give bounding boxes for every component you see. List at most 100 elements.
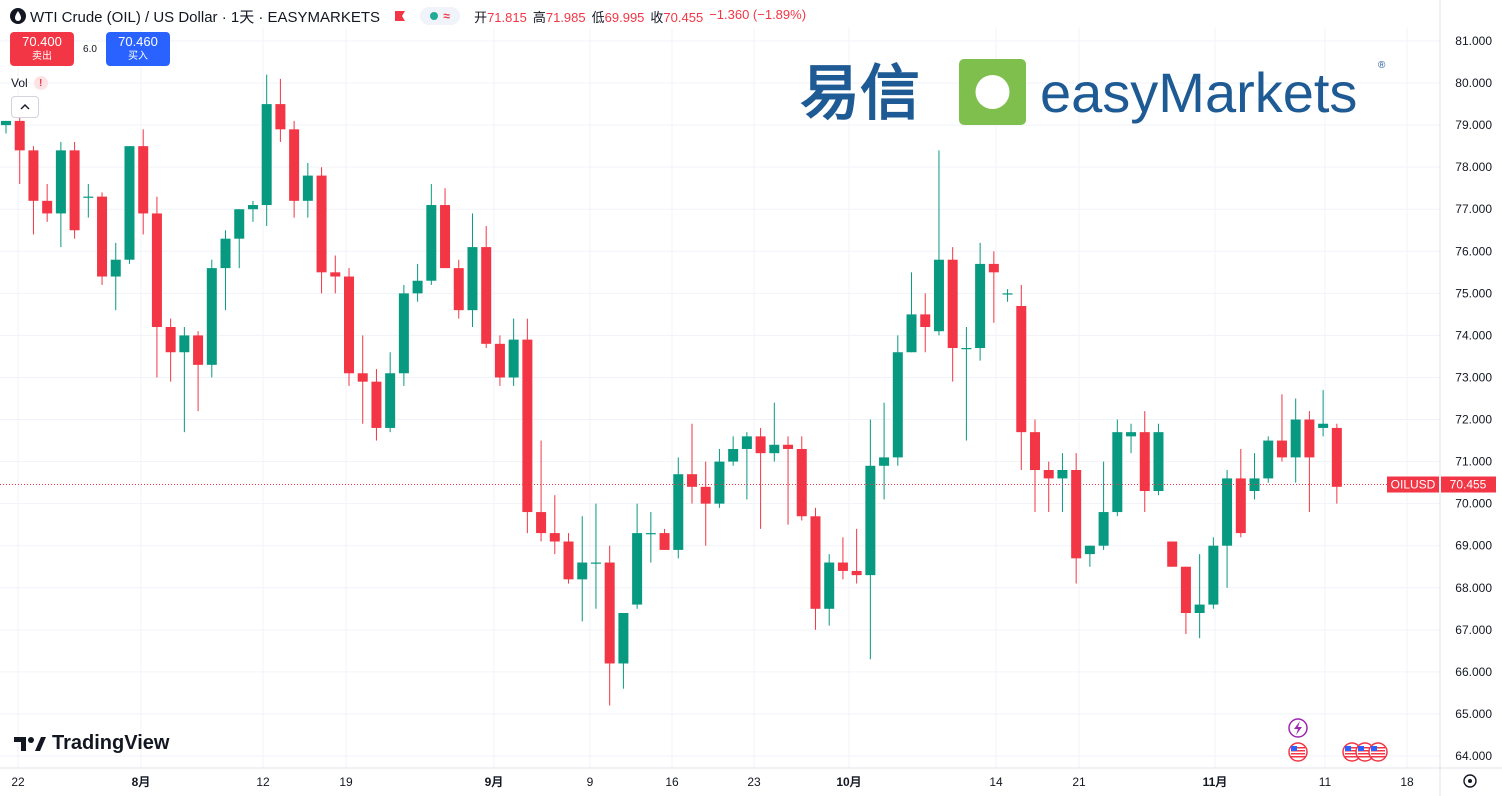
- candle[interactable]: [1222, 470, 1233, 588]
- candle[interactable]: [1057, 453, 1068, 513]
- candle[interactable]: [412, 263, 423, 302]
- candle[interactable]: [1318, 390, 1329, 437]
- candle[interactable]: [645, 512, 656, 563]
- candle[interactable]: [837, 537, 848, 580]
- candle[interactable]: [330, 255, 341, 294]
- candle[interactable]: [1194, 554, 1205, 639]
- candle[interactable]: [536, 440, 547, 542]
- us-flag-icon[interactable]: [1368, 742, 1388, 762]
- sell-button[interactable]: 70.400 卖出: [10, 32, 74, 66]
- candle[interactable]: [563, 533, 574, 584]
- candle[interactable]: [69, 141, 80, 239]
- candle[interactable]: [1071, 453, 1082, 584]
- candle[interactable]: [714, 448, 725, 508]
- candle[interactable]: [234, 209, 245, 269]
- candle[interactable]: [1139, 411, 1150, 513]
- symbol-title[interactable]: WTI Crude (OIL) / US Dollar · 1天 · EASYM…: [30, 8, 381, 26]
- candle[interactable]: [961, 327, 972, 441]
- tradingview-brand[interactable]: TradingView: [14, 732, 169, 755]
- candle[interactable]: [988, 251, 999, 323]
- candle[interactable]: [1304, 411, 1315, 513]
- candle[interactable]: [659, 528, 670, 550]
- collapse-button[interactable]: [11, 96, 39, 118]
- candle[interactable]: [1153, 423, 1164, 496]
- candle[interactable]: [604, 545, 615, 706]
- candle[interactable]: [1276, 394, 1287, 462]
- candle[interactable]: [1249, 453, 1260, 500]
- candle[interactable]: [892, 335, 903, 466]
- candle[interactable]: [879, 402, 890, 500]
- settings-gear-icon[interactable]: [1463, 774, 1477, 788]
- candle[interactable]: [97, 192, 108, 285]
- candle[interactable]: [138, 129, 149, 235]
- candle[interactable]: [453, 259, 464, 319]
- candle[interactable]: [83, 184, 94, 218]
- candle[interactable]: [206, 259, 217, 378]
- candle[interactable]: [481, 226, 492, 349]
- candle[interactable]: [1098, 461, 1109, 550]
- candle[interactable]: [1180, 566, 1191, 635]
- candle[interactable]: [673, 457, 684, 559]
- candle[interactable]: [618, 613, 629, 689]
- candle[interactable]: [755, 427, 766, 529]
- candle[interactable]: [769, 402, 780, 462]
- candle[interactable]: [110, 242, 121, 311]
- candle[interactable]: [426, 184, 437, 285]
- candle[interactable]: [179, 327, 190, 433]
- candle[interactable]: [590, 503, 601, 609]
- flag-icon[interactable]: [394, 10, 406, 22]
- candle[interactable]: [289, 120, 300, 218]
- candle[interactable]: [247, 200, 258, 222]
- candle[interactable]: [440, 188, 451, 269]
- lightning-icon[interactable]: [1288, 718, 1308, 738]
- candle[interactable]: [220, 230, 231, 311]
- candle[interactable]: [1167, 541, 1178, 567]
- candle[interactable]: [28, 146, 39, 235]
- candle[interactable]: [920, 293, 931, 353]
- candle[interactable]: [700, 461, 711, 546]
- last-price-tag[interactable]: OILUSD 70.455: [1387, 476, 1496, 493]
- candle[interactable]: [975, 242, 986, 361]
- candle[interactable]: [494, 335, 505, 386]
- candle[interactable]: [14, 112, 25, 185]
- candle[interactable]: [261, 74, 272, 227]
- candle[interactable]: [371, 369, 382, 441]
- candle[interactable]: [947, 247, 958, 382]
- candle[interactable]: [933, 150, 944, 336]
- candle[interactable]: [865, 419, 876, 660]
- candle[interactable]: [549, 495, 560, 555]
- candle[interactable]: [728, 436, 739, 466]
- candle[interactable]: [1331, 423, 1342, 504]
- candle[interactable]: [687, 423, 697, 504]
- candle[interactable]: [316, 167, 327, 294]
- warning-icon[interactable]: !: [33, 76, 48, 90]
- candle[interactable]: [1043, 461, 1054, 513]
- candle[interactable]: [193, 331, 204, 412]
- candle[interactable]: [55, 141, 66, 248]
- candle[interactable]: [906, 272, 917, 353]
- volume-indicator[interactable]: Vol !: [11, 76, 48, 90]
- candle[interactable]: [1002, 289, 1013, 302]
- candle[interactable]: [824, 554, 835, 626]
- candle[interactable]: [522, 318, 533, 534]
- candle[interactable]: [1084, 545, 1095, 567]
- buy-button[interactable]: 70.460 买入: [106, 32, 170, 66]
- candle[interactable]: [275, 78, 286, 142]
- candle[interactable]: [1016, 284, 1027, 470]
- us-flag-icon[interactable]: [1288, 742, 1308, 762]
- market-status[interactable]: ≈: [420, 7, 461, 25]
- candle[interactable]: [1, 120, 11, 134]
- candle[interactable]: [467, 213, 478, 327]
- candle[interactable]: [508, 318, 519, 386]
- candle[interactable]: [851, 528, 862, 584]
- candle[interactable]: [796, 436, 807, 521]
- candle[interactable]: [783, 436, 794, 525]
- candle[interactable]: [357, 335, 368, 424]
- candle[interactable]: [1235, 448, 1246, 538]
- candle[interactable]: [165, 318, 176, 382]
- candle[interactable]: [577, 516, 588, 622]
- candle[interactable]: [1112, 419, 1123, 517]
- candle[interactable]: [398, 284, 409, 386]
- candle[interactable]: [42, 184, 53, 222]
- candle[interactable]: [1208, 537, 1219, 609]
